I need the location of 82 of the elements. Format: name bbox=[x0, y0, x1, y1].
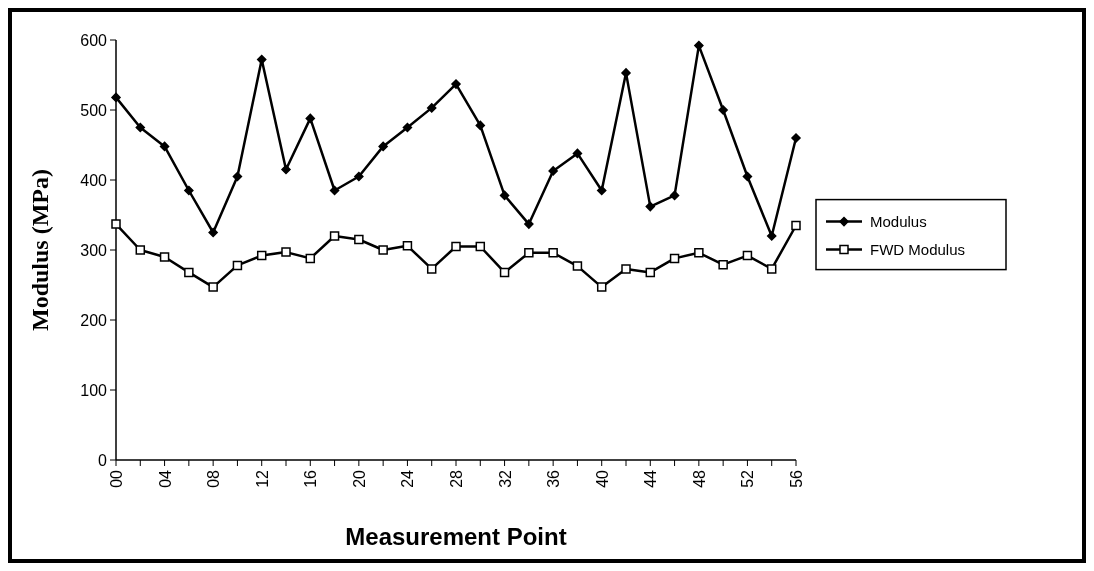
point bbox=[499, 190, 510, 201]
point bbox=[524, 248, 534, 258]
point bbox=[572, 261, 583, 271]
legend-label: FWD Modulus bbox=[870, 240, 966, 258]
point bbox=[184, 185, 194, 196]
point bbox=[426, 103, 437, 113]
y-tick-label: 300 bbox=[80, 241, 108, 259]
x-tick-label: 48 bbox=[690, 469, 708, 488]
point bbox=[281, 247, 291, 257]
point bbox=[378, 245, 388, 255]
x-tick-label: 00 bbox=[108, 469, 125, 488]
point bbox=[475, 120, 486, 131]
point bbox=[111, 219, 121, 229]
point bbox=[742, 250, 753, 261]
point bbox=[572, 148, 583, 159]
point bbox=[596, 185, 607, 196]
point bbox=[232, 260, 243, 271]
point bbox=[621, 264, 631, 274]
x-tick-label: 32 bbox=[496, 469, 514, 488]
point bbox=[791, 133, 801, 143]
point bbox=[184, 267, 194, 278]
point bbox=[305, 253, 316, 264]
point bbox=[669, 190, 680, 201]
x-tick-label: 16 bbox=[302, 469, 320, 488]
point bbox=[208, 227, 218, 238]
point bbox=[159, 141, 170, 152]
point bbox=[645, 267, 656, 278]
point bbox=[402, 241, 413, 251]
point bbox=[766, 264, 777, 274]
x-tick-label: 28 bbox=[448, 469, 465, 488]
point bbox=[329, 185, 340, 196]
y-tick-label: 200 bbox=[80, 311, 108, 329]
x-axis-title: Measurement Point bbox=[345, 523, 567, 550]
point bbox=[256, 250, 267, 261]
point bbox=[596, 282, 607, 292]
x-tick-label: 40 bbox=[593, 469, 611, 488]
point bbox=[548, 248, 558, 258]
point bbox=[621, 68, 631, 78]
x-tick-label: 44 bbox=[642, 469, 660, 488]
point bbox=[791, 220, 801, 231]
point bbox=[305, 113, 316, 124]
point bbox=[426, 264, 437, 274]
point bbox=[159, 252, 170, 262]
x-tick-label: 04 bbox=[156, 469, 174, 488]
point bbox=[475, 241, 486, 252]
point bbox=[669, 253, 680, 264]
point bbox=[354, 234, 364, 245]
point bbox=[742, 171, 753, 182]
point bbox=[208, 282, 218, 292]
legend-label: Modulus bbox=[870, 212, 927, 230]
x-tick-label: 24 bbox=[399, 469, 417, 488]
y-tick-label: 100 bbox=[80, 381, 108, 399]
point bbox=[548, 166, 558, 176]
point bbox=[499, 267, 510, 278]
point bbox=[402, 122, 413, 133]
x-tick-label: 56 bbox=[788, 469, 805, 488]
x-tick-label: 12 bbox=[253, 469, 271, 488]
x-tick-label: 52 bbox=[739, 469, 757, 488]
point bbox=[645, 201, 656, 212]
y-tick-label: 500 bbox=[80, 101, 108, 119]
x-tick-label: 36 bbox=[545, 469, 563, 488]
point bbox=[524, 219, 534, 229]
point bbox=[281, 164, 291, 175]
point bbox=[135, 122, 146, 133]
point bbox=[718, 259, 728, 270]
point bbox=[451, 79, 461, 89]
point bbox=[766, 231, 777, 241]
y-tick-label: 600 bbox=[80, 31, 108, 49]
point bbox=[111, 92, 121, 103]
point bbox=[718, 105, 728, 115]
x-tick-label: 08 bbox=[205, 469, 223, 488]
point bbox=[232, 171, 243, 182]
point bbox=[451, 241, 461, 252]
point bbox=[329, 231, 340, 241]
y-axis-title: Modulus (MPa) bbox=[27, 169, 53, 331]
point bbox=[135, 245, 146, 255]
point bbox=[354, 171, 364, 182]
point bbox=[378, 141, 388, 152]
y-tick-label: 400 bbox=[80, 171, 108, 189]
x-tick-label: 20 bbox=[350, 469, 368, 488]
y-tick-label: 0 bbox=[98, 451, 108, 469]
point bbox=[694, 248, 704, 258]
